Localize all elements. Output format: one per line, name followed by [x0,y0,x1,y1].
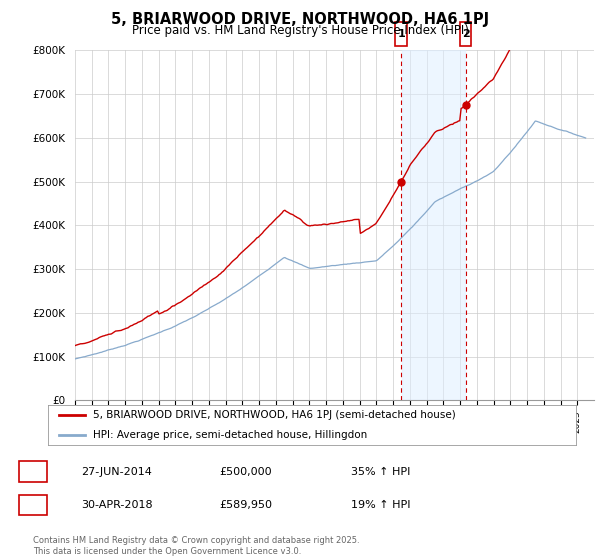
Text: 2: 2 [462,29,469,39]
FancyBboxPatch shape [460,22,472,46]
Text: 1: 1 [29,466,37,477]
Text: HPI: Average price, semi-detached house, Hillingdon: HPI: Average price, semi-detached house,… [93,430,367,440]
Text: 1: 1 [397,29,405,39]
Text: 35% ↑ HPI: 35% ↑ HPI [351,466,410,477]
Text: 30-APR-2018: 30-APR-2018 [81,500,152,510]
Text: £500,000: £500,000 [219,466,272,477]
Text: 19% ↑ HPI: 19% ↑ HPI [351,500,410,510]
Text: Price paid vs. HM Land Registry's House Price Index (HPI): Price paid vs. HM Land Registry's House … [131,24,469,36]
Text: 27-JUN-2014: 27-JUN-2014 [81,466,152,477]
FancyBboxPatch shape [395,22,407,46]
Text: 2: 2 [29,500,37,510]
Text: 5, BRIARWOOD DRIVE, NORTHWOOD, HA6 1PJ: 5, BRIARWOOD DRIVE, NORTHWOOD, HA6 1PJ [111,12,489,27]
Text: £589,950: £589,950 [219,500,272,510]
Text: Contains HM Land Registry data © Crown copyright and database right 2025.
This d: Contains HM Land Registry data © Crown c… [33,536,359,556]
Text: 5, BRIARWOOD DRIVE, NORTHWOOD, HA6 1PJ (semi-detached house): 5, BRIARWOOD DRIVE, NORTHWOOD, HA6 1PJ (… [93,410,455,421]
